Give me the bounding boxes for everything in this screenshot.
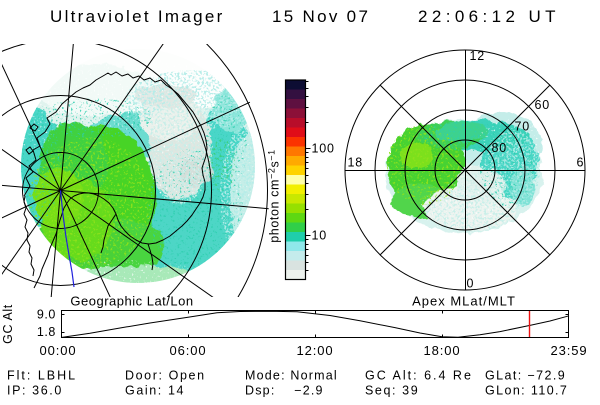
svg-text:Gain: 14: Gain: 14 [125, 384, 185, 398]
svg-text:Mode: Normal: Mode: Normal [245, 369, 338, 383]
svg-text:6: 6 [577, 156, 585, 170]
svg-text:70: 70 [515, 120, 531, 134]
svg-text:100: 100 [312, 141, 335, 155]
svg-text:18: 18 [348, 156, 364, 170]
svg-text:06:00: 06:00 [169, 343, 206, 358]
svg-text:IP: 36.0: IP: 36.0 [7, 384, 63, 398]
svg-text:0: 0 [467, 277, 475, 291]
svg-text:60: 60 [535, 98, 551, 112]
svg-text:22:06:12 UT: 22:06:12 UT [418, 7, 560, 26]
svg-text:Apex MLat/MLT: Apex MLat/MLT [412, 294, 516, 309]
svg-text:Geographic Lat/Lon: Geographic Lat/Lon [70, 294, 193, 309]
svg-text:1.8: 1.8 [37, 325, 56, 339]
svg-text:GLat: −72.9: GLat: −72.9 [485, 369, 566, 383]
svg-text:photon cm−2s−1: photon cm−2s−1 [267, 149, 282, 243]
svg-text:GC Alt: 6.4 Re: GC Alt: 6.4 Re [365, 369, 473, 383]
svg-text:18:00: 18:00 [423, 343, 460, 358]
svg-text:15 Nov 07: 15 Nov 07 [272, 7, 370, 26]
svg-text:12: 12 [470, 49, 486, 63]
svg-text:Seq: 39: Seq: 39 [365, 384, 419, 398]
svg-text:9.0: 9.0 [37, 308, 56, 322]
svg-text:Dsp: −2.9: Dsp: −2.9 [245, 384, 324, 398]
svg-text:Door: Open: Door: Open [125, 369, 206, 383]
svg-text:GLon: 110.7: GLon: 110.7 [485, 384, 568, 398]
svg-text:80: 80 [492, 141, 508, 155]
svg-text:GC Alt: GC Alt [1, 304, 15, 344]
svg-text:10: 10 [312, 228, 328, 242]
svg-text:Ultraviolet Imager: Ultraviolet Imager [50, 7, 225, 26]
svg-text:Flt: LBHL: Flt: LBHL [7, 369, 77, 383]
svg-text:00:00: 00:00 [39, 343, 76, 358]
svg-text:23:59: 23:59 [550, 343, 587, 358]
svg-text:12:00: 12:00 [296, 343, 333, 358]
